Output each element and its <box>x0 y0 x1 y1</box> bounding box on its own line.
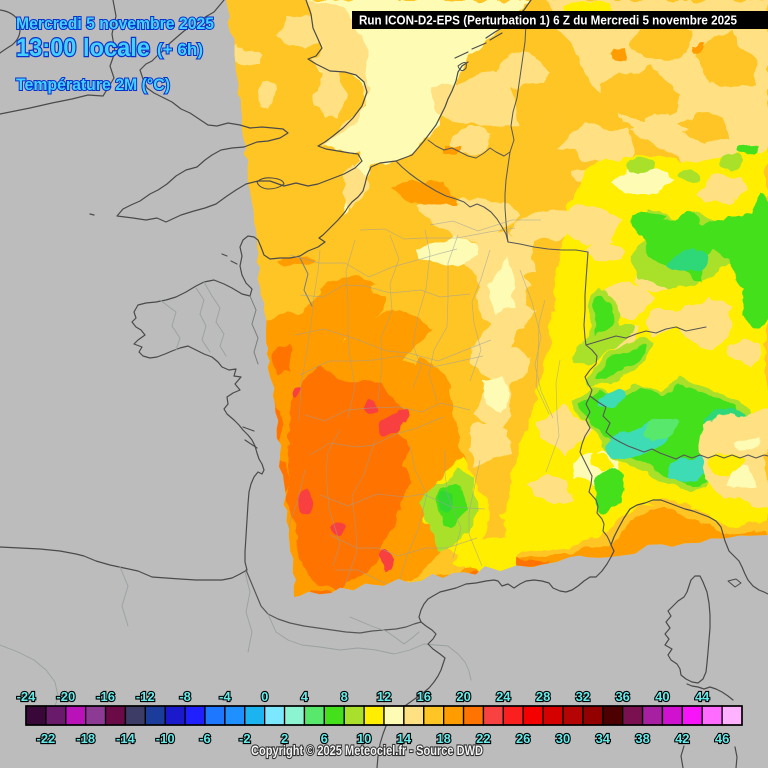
svg-text:36: 36 <box>615 689 629 704</box>
svg-text:12: 12 <box>377 689 391 704</box>
svg-text:16: 16 <box>417 689 431 704</box>
svg-text:8: 8 <box>341 689 348 704</box>
svg-text:-10: -10 <box>156 731 175 746</box>
svg-text:28: 28 <box>536 689 550 704</box>
svg-text:40: 40 <box>655 689 669 704</box>
svg-text:32: 32 <box>576 689 590 704</box>
svg-text:26: 26 <box>516 731 530 746</box>
svg-text:10: 10 <box>357 731 371 746</box>
svg-text:4: 4 <box>301 689 309 704</box>
svg-text:42: 42 <box>675 731 689 746</box>
svg-text:-2: -2 <box>239 731 251 746</box>
svg-text:24: 24 <box>496 689 511 704</box>
svg-text:-14: -14 <box>116 731 136 746</box>
svg-text:-20: -20 <box>56 689 75 704</box>
svg-text:Température 2M (°C): Température 2M (°C) <box>16 75 170 94</box>
svg-text:13:00 locale: 13:00 locale <box>16 34 150 62</box>
svg-text:6: 6 <box>321 731 328 746</box>
svg-text:34: 34 <box>596 731 611 746</box>
svg-text:44: 44 <box>695 689 710 704</box>
svg-text:Run ICON-D2-EPS (Perturbation: Run ICON-D2-EPS (Perturbation 1) 6 Z du … <box>359 13 737 28</box>
svg-text:-12: -12 <box>136 689 155 704</box>
svg-text:-6: -6 <box>199 731 211 746</box>
svg-text:-24: -24 <box>17 689 37 704</box>
svg-text:38: 38 <box>635 731 649 746</box>
svg-text:2: 2 <box>281 731 288 746</box>
svg-text:14: 14 <box>397 731 412 746</box>
svg-text:46: 46 <box>715 731 729 746</box>
svg-text:-18: -18 <box>76 731 95 746</box>
svg-text:-22: -22 <box>37 731 56 746</box>
svg-text:Mercredi 5 novembre 2025: Mercredi 5 novembre 2025 <box>16 14 214 33</box>
svg-text:22: 22 <box>476 731 490 746</box>
svg-text:18: 18 <box>436 731 450 746</box>
svg-text:0: 0 <box>261 689 268 704</box>
svg-text:-8: -8 <box>179 689 191 704</box>
svg-text:-16: -16 <box>96 689 115 704</box>
svg-text:(+ 6h): (+ 6h) <box>157 40 203 59</box>
svg-text:30: 30 <box>556 731 570 746</box>
svg-text:Copyright © 2025 Meteociel.fr: Copyright © 2025 Meteociel.fr - Source D… <box>251 743 483 758</box>
svg-text:-4: -4 <box>219 689 231 704</box>
svg-text:20: 20 <box>456 689 470 704</box>
